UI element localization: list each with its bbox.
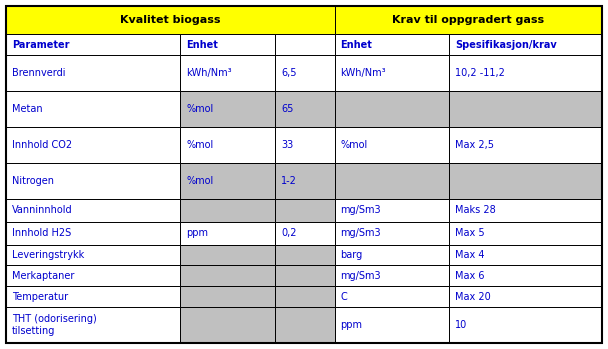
Bar: [6, 307, 181, 343]
Text: %mol: %mol: [187, 140, 213, 150]
Bar: [275, 199, 334, 222]
Text: Leveringstrykk: Leveringstrykk: [12, 250, 85, 260]
Bar: [181, 307, 275, 343]
Bar: [181, 286, 275, 307]
Text: Nitrogen: Nitrogen: [12, 176, 54, 186]
Bar: [181, 127, 275, 163]
Bar: [6, 91, 181, 127]
Bar: [6, 163, 181, 199]
Text: Maks 28: Maks 28: [455, 206, 496, 215]
Text: Spesifikasjon/krav: Spesifikasjon/krav: [455, 40, 557, 50]
Bar: [275, 286, 334, 307]
Text: %mol: %mol: [187, 104, 213, 114]
Text: mg/Sm3: mg/Sm3: [340, 206, 381, 215]
Text: kWh/Nm³: kWh/Nm³: [187, 68, 232, 78]
Text: 10,2 -11,2: 10,2 -11,2: [455, 68, 505, 78]
Text: Temperatur: Temperatur: [12, 292, 68, 302]
Text: Innhold CO2: Innhold CO2: [12, 140, 72, 150]
Bar: [6, 127, 181, 163]
Bar: [275, 35, 334, 55]
Bar: [334, 91, 449, 127]
Text: Vanninnhold: Vanninnhold: [12, 206, 72, 215]
Bar: [334, 222, 449, 245]
Bar: [181, 222, 275, 245]
Bar: [334, 245, 449, 265]
Text: ppm: ppm: [340, 320, 362, 330]
Bar: [334, 127, 449, 163]
Text: Max 6: Max 6: [455, 271, 485, 281]
Text: Max 4: Max 4: [455, 250, 485, 260]
Bar: [275, 307, 334, 343]
Text: 6,5: 6,5: [281, 68, 297, 78]
Text: C: C: [340, 292, 347, 302]
Bar: [449, 286, 602, 307]
Bar: [181, 55, 275, 91]
Bar: [275, 222, 334, 245]
Bar: [449, 35, 602, 55]
Text: Max 5: Max 5: [455, 228, 485, 238]
Bar: [449, 265, 602, 286]
Bar: [6, 6, 334, 35]
Bar: [449, 307, 602, 343]
Bar: [181, 199, 275, 222]
Bar: [6, 265, 181, 286]
Text: kWh/Nm³: kWh/Nm³: [340, 68, 386, 78]
Text: Kvalitet biogass: Kvalitet biogass: [120, 15, 221, 25]
Bar: [6, 222, 181, 245]
Text: ppm: ppm: [187, 228, 209, 238]
Bar: [334, 199, 449, 222]
Bar: [181, 91, 275, 127]
Bar: [275, 91, 334, 127]
Bar: [275, 163, 334, 199]
Bar: [334, 35, 449, 55]
Text: Enhet: Enhet: [340, 40, 373, 50]
Bar: [334, 6, 602, 35]
Bar: [449, 127, 602, 163]
Text: Parameter: Parameter: [12, 40, 69, 50]
Bar: [275, 55, 334, 91]
Text: Metan: Metan: [12, 104, 43, 114]
Text: Merkaptaner: Merkaptaner: [12, 271, 74, 281]
Bar: [275, 265, 334, 286]
Bar: [275, 245, 334, 265]
Text: 10: 10: [455, 320, 468, 330]
Bar: [6, 286, 181, 307]
Bar: [6, 245, 181, 265]
Bar: [181, 265, 275, 286]
Text: barg: barg: [340, 250, 363, 260]
Text: 65: 65: [281, 104, 293, 114]
Text: 0,2: 0,2: [281, 228, 297, 238]
Text: Innhold H2S: Innhold H2S: [12, 228, 71, 238]
Text: Max 20: Max 20: [455, 292, 491, 302]
Bar: [181, 245, 275, 265]
Text: Krav til oppgradert gass: Krav til oppgradert gass: [392, 15, 544, 25]
Text: THT (odorisering)
tilsetting: THT (odorisering) tilsetting: [12, 314, 97, 336]
Text: %mol: %mol: [340, 140, 368, 150]
Text: Enhet: Enhet: [187, 40, 218, 50]
Bar: [449, 91, 602, 127]
Bar: [334, 265, 449, 286]
Text: Max 2,5: Max 2,5: [455, 140, 494, 150]
Bar: [6, 35, 181, 55]
Text: %mol: %mol: [187, 176, 213, 186]
Text: mg/Sm3: mg/Sm3: [340, 271, 381, 281]
Bar: [334, 286, 449, 307]
Text: 33: 33: [281, 140, 293, 150]
Bar: [181, 35, 275, 55]
Bar: [449, 222, 602, 245]
Bar: [334, 163, 449, 199]
Text: 1-2: 1-2: [281, 176, 297, 186]
Bar: [449, 199, 602, 222]
Bar: [449, 55, 602, 91]
Bar: [334, 307, 449, 343]
Text: Brennverdi: Brennverdi: [12, 68, 66, 78]
Bar: [334, 55, 449, 91]
Bar: [181, 163, 275, 199]
Text: mg/Sm3: mg/Sm3: [340, 228, 381, 238]
Bar: [6, 199, 181, 222]
Bar: [6, 55, 181, 91]
Bar: [449, 245, 602, 265]
Bar: [449, 163, 602, 199]
Bar: [275, 127, 334, 163]
